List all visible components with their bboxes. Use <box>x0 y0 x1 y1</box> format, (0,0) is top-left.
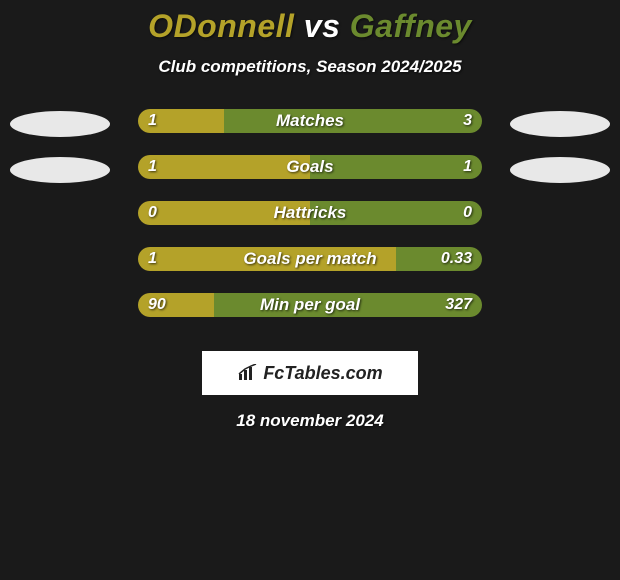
avatar-ellipse-right <box>510 111 610 137</box>
vs-text: vs <box>304 8 341 44</box>
stat-row: 11Goals <box>0 153 620 199</box>
stat-left-value: 90 <box>148 293 166 317</box>
bar-track <box>138 293 482 317</box>
avatar-ellipse-right <box>510 157 610 183</box>
logo: FcTables.com <box>237 363 382 384</box>
stat-right-value: 0 <box>463 201 472 225</box>
bar-track <box>138 247 482 271</box>
bar-track <box>138 155 482 179</box>
stat-row: 00Hattricks <box>0 199 620 245</box>
stat-left-value: 1 <box>148 155 157 179</box>
bar-track <box>138 201 482 225</box>
subtitle: Club competitions, Season 2024/2025 <box>0 57 620 77</box>
date-text: 18 november 2024 <box>0 411 620 431</box>
logo-text: FcTables.com <box>263 363 382 384</box>
logo-box: FcTables.com <box>202 351 418 395</box>
bar-right-fill <box>224 109 482 133</box>
stat-bars: 13Matches11Goals00Hattricks10.33Goals pe… <box>0 107 620 337</box>
bar-right-fill <box>310 155 482 179</box>
bar-right-fill <box>214 293 482 317</box>
bar-right-fill <box>310 201 482 225</box>
stat-left-value: 1 <box>148 109 157 133</box>
stat-right-value: 0.33 <box>441 247 472 271</box>
player1-name: ODonnell <box>148 8 294 44</box>
stat-row: 13Matches <box>0 107 620 153</box>
page-title: ODonnell vs Gaffney <box>0 0 620 45</box>
stat-row: 10.33Goals per match <box>0 245 620 291</box>
stat-right-value: 3 <box>463 109 472 133</box>
bar-left-fill <box>138 201 310 225</box>
bar-left-fill <box>138 155 310 179</box>
avatar-ellipse-left <box>10 157 110 183</box>
comparison-card: ODonnell vs Gaffney Club competitions, S… <box>0 0 620 580</box>
player2-name: Gaffney <box>350 8 472 44</box>
chart-icon <box>237 364 259 382</box>
avatar-ellipse-left <box>10 111 110 137</box>
stat-left-value: 1 <box>148 247 157 271</box>
stat-row: 90327Min per goal <box>0 291 620 337</box>
stat-right-value: 1 <box>463 155 472 179</box>
bar-left-fill <box>138 247 396 271</box>
bar-track <box>138 109 482 133</box>
stat-left-value: 0 <box>148 201 157 225</box>
stat-right-value: 327 <box>445 293 472 317</box>
